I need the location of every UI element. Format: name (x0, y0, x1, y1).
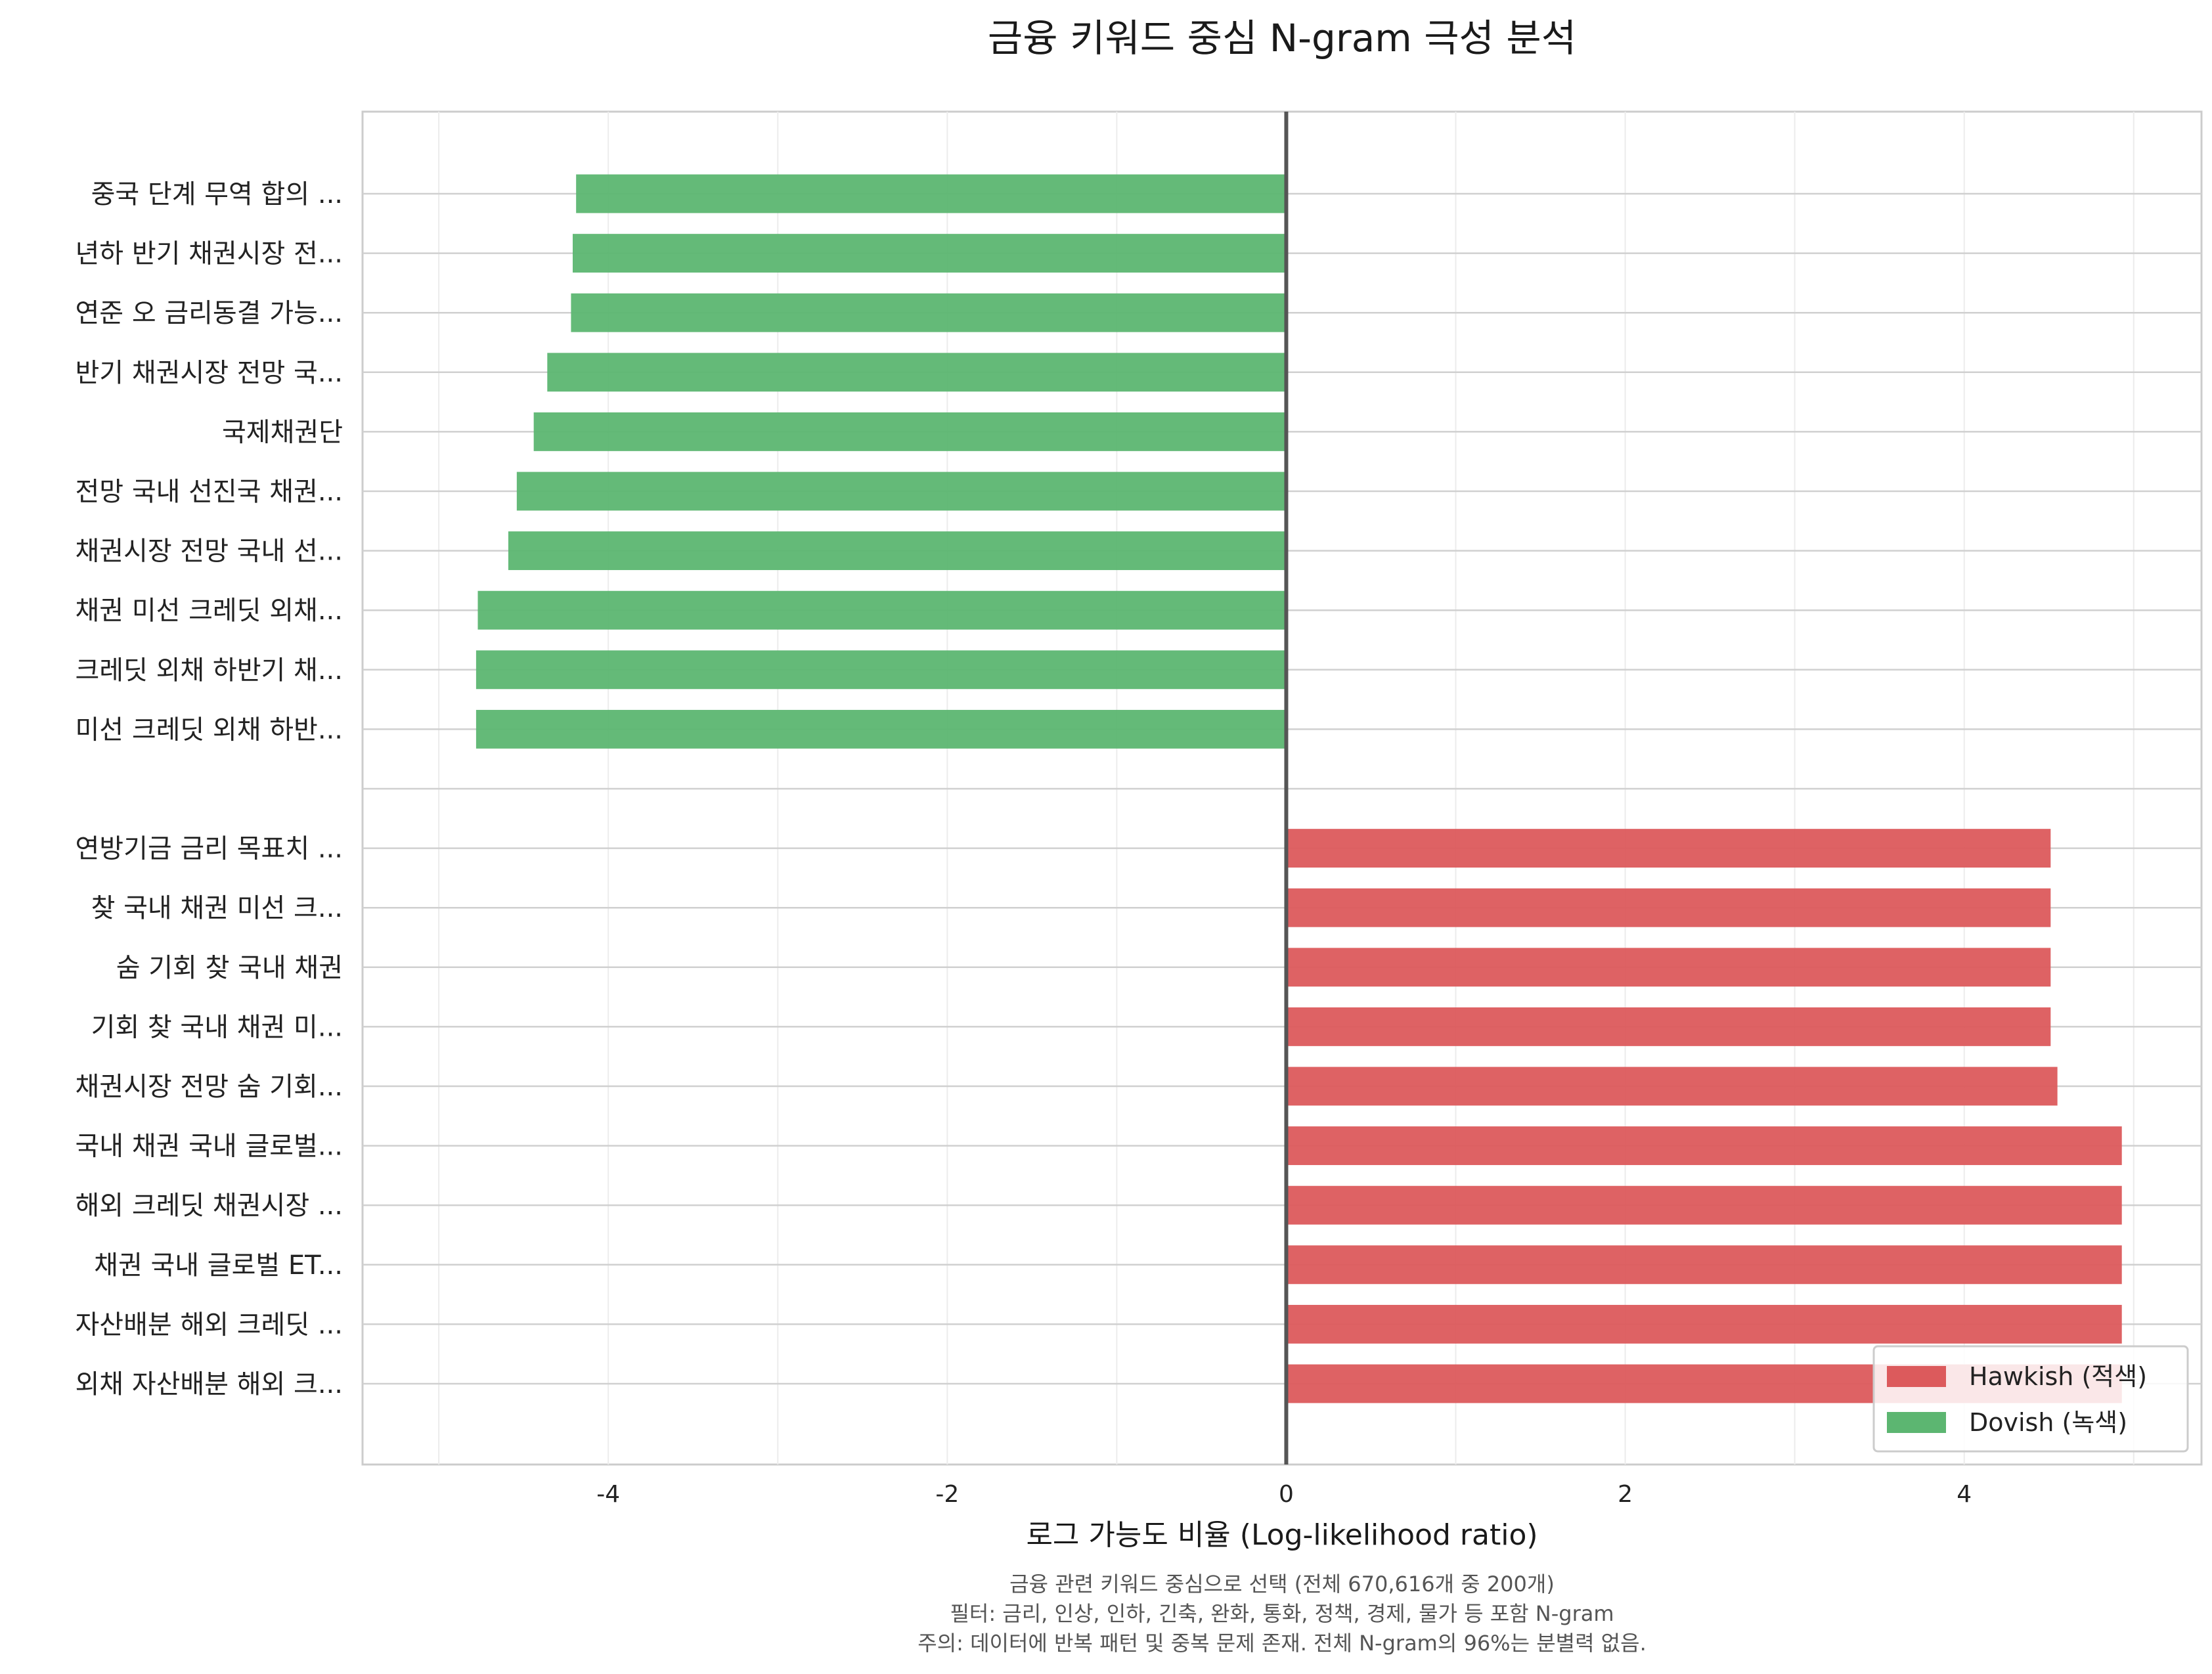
bar (547, 353, 1287, 392)
y-tick-label: 채권 미선 크레딧 외채... (76, 596, 343, 626)
legend-label-hawkish: Hawkish (적색) (1969, 1362, 2147, 1391)
chart-title: 금융 키워드 중심 N-gram 극성 분석 (988, 16, 1576, 60)
y-tick-label: 국제채권단 (222, 417, 343, 447)
y-tick-label: 자산배분 해외 크레딧 ... (76, 1310, 343, 1340)
x-tick-labels: -4 -2 0 2 4 (596, 1481, 1972, 1508)
bar (571, 293, 1287, 332)
y-tick-label: 중국 단계 무역 합의 ... (91, 179, 343, 209)
x-tick-label: 2 (1618, 1481, 1633, 1508)
y-tick-label: 크레딧 외채 하반기 채... (76, 655, 343, 686)
bar (476, 709, 1287, 749)
y-tick-label: 전망 국내 선진국 채권... (76, 477, 343, 507)
y-tick-labels: 중국 단계 무역 합의 ... 년하 반기 채권시장 전... 연준 오 금리동결 … (76, 179, 343, 1399)
bar (576, 174, 1287, 213)
bar (476, 650, 1287, 690)
x-tick-label: -4 (596, 1481, 620, 1508)
bar (1286, 1304, 2122, 1344)
legend-swatch-dovish (1887, 1412, 1946, 1433)
bar (477, 590, 1287, 630)
footnote-line-1: 금융 관련 키워드 중심으로 선택 (전체 670,616개 중 200개) (1009, 1572, 1555, 1597)
x-tick-label: -2 (935, 1481, 959, 1508)
y-tick-label: 채권 국내 글로벌 ET... (94, 1250, 343, 1281)
bar (533, 412, 1287, 451)
legend-swatch-hawkish (1887, 1366, 1946, 1387)
x-tick-label: 0 (1279, 1481, 1294, 1508)
footnote-line-2: 필터: 금리, 인상, 인하, 긴축, 완화, 통화, 정책, 경제, 물가 등… (950, 1601, 1614, 1626)
bar (573, 234, 1287, 273)
bar (508, 531, 1287, 571)
y-tick-label: 연방기금 금리 목표치 ... (76, 834, 343, 864)
x-tick-label: 4 (1957, 1481, 1972, 1508)
bar (1286, 829, 2051, 868)
footnote-line-3: 주의: 데이터에 반복 패턴 및 중복 문제 존재. 전체 N-gram의 96… (918, 1631, 1647, 1656)
y-tick-label: 채권시장 전망 국내 선... (76, 537, 343, 567)
y-tick-label: 반기 채권시장 전망 국... (76, 358, 343, 388)
bar (1286, 1126, 2122, 1166)
y-tick-label: 국내 채권 국내 글로벌... (76, 1132, 343, 1162)
legend-box (1872, 1345, 2189, 1453)
y-tick-label: 기회 찾 국내 채권 미... (91, 1012, 343, 1042)
y-tick-label: 년하 반기 채권시장 전... (76, 239, 343, 269)
bar (516, 472, 1287, 511)
y-tick-label: 채권시장 전망 숨 기회... (76, 1072, 343, 1102)
bar (1286, 1185, 2122, 1225)
bars (476, 174, 2122, 1403)
bar (1286, 1007, 2051, 1046)
y-tick-label: 해외 크레딧 채권시장 ... (76, 1191, 343, 1221)
bar (1286, 948, 2051, 987)
y-tick-label: 미선 크레딧 외채 하반... (76, 715, 343, 745)
legend-label-dovish: Dovish (녹색) (1969, 1408, 2127, 1437)
y-tick-label: 숨 기회 찾 국내 채권 (116, 953, 343, 983)
x-axis-label: 로그 가능도 비율 (Log-likelihood ratio) (1026, 1518, 1537, 1552)
bar (1286, 888, 2051, 927)
legend: Hawkish (적색) Dovish (녹색) (1872, 1345, 2189, 1453)
y-tick-label: 외채 자산배분 해외 크... (76, 1369, 343, 1399)
y-tick-label: 연준 오 금리동결 가능... (76, 298, 343, 328)
bar (1286, 1245, 2122, 1285)
bar (1286, 1067, 2058, 1106)
y-tick-label: 찾 국내 채권 미선 크... (91, 893, 343, 923)
